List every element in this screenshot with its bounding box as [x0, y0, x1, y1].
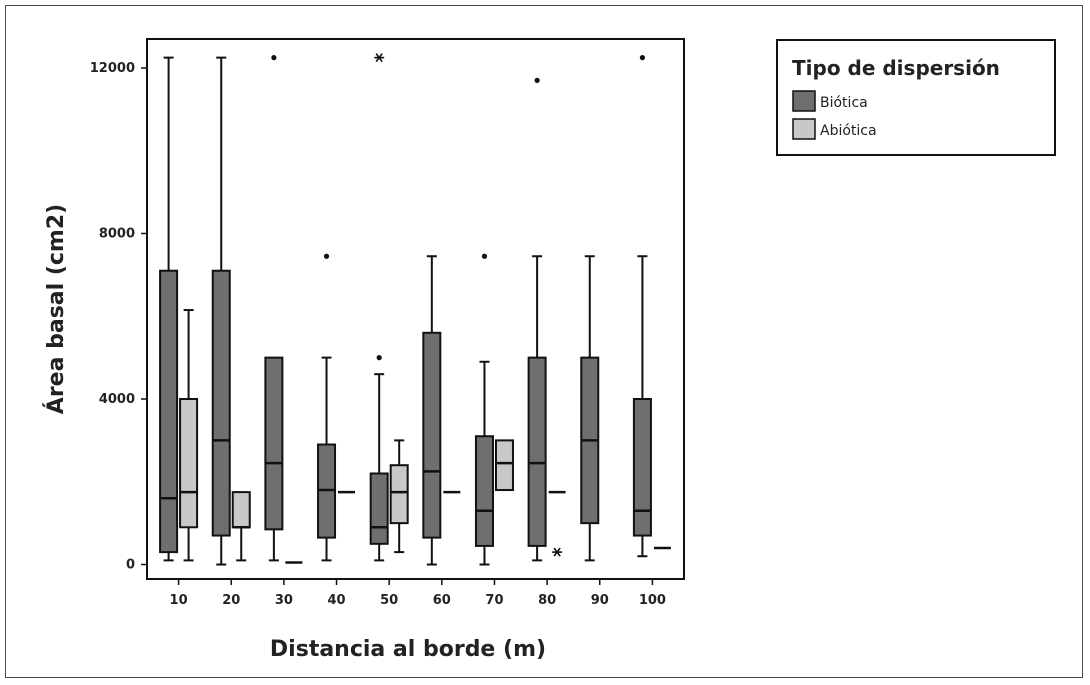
x-axis-title: Distancia al borde (m) — [270, 637, 546, 662]
x-tick-label: 80 — [538, 593, 556, 608]
legend: Tipo de dispersión Biótica Abiótica — [776, 39, 1056, 156]
box-abiotica — [494, 439, 514, 492]
box-biotica — [264, 356, 284, 531]
x-tick-label: 30 — [275, 593, 293, 608]
x-tick-label: 20 — [222, 593, 240, 608]
x-tick-label: 100 — [639, 593, 666, 608]
boxes — [159, 53, 671, 566]
outlier-point-biotica — [271, 55, 277, 61]
box-abiotica — [231, 491, 251, 529]
asterisk-stroke — [375, 53, 383, 63]
outlier-point-biotica — [639, 55, 646, 61]
outlier-point-biotica — [534, 77, 540, 83]
box-biotica — [159, 269, 179, 554]
y-tick-label: 0 — [126, 558, 135, 573]
x-tick-label: 70 — [485, 593, 503, 608]
x-tick-label: 50 — [380, 593, 398, 608]
outlier-point-biotica — [481, 253, 488, 259]
x-tick-label: 60 — [433, 593, 451, 608]
box-biotica — [527, 356, 547, 547]
legend-frame — [776, 39, 1056, 156]
y-tick-label: 8000 — [99, 226, 135, 241]
outlier-point-biotica — [323, 253, 330, 259]
box-biotica — [422, 331, 442, 539]
y-tick-label: 4000 — [99, 392, 135, 407]
figure-frame: 0 4000 8000 12000 10 20 30 40 50 60 70 80 90 100 Dis… — [5, 5, 1083, 678]
x-tick-label: 10 — [170, 593, 188, 608]
legend-label-biotica: Biótica — [820, 95, 868, 111]
box-biotica — [632, 398, 652, 537]
extreme-point-abiotica — [552, 547, 563, 557]
legend-swatch-biotica — [792, 90, 816, 112]
y-axis-title: Área basal (cm2) — [43, 204, 69, 414]
box-biotica — [211, 269, 231, 537]
extreme-point-biotica — [374, 53, 385, 63]
x-tick-label: 40 — [327, 593, 345, 608]
x-tick-label: 90 — [591, 593, 609, 608]
box-biotica — [474, 435, 494, 547]
asterisk-stroke — [553, 547, 561, 557]
box-biotica — [369, 472, 389, 545]
box-abiotica — [389, 464, 409, 525]
y-tick-label: 12000 — [90, 61, 135, 76]
legend-swatch-abiotica — [792, 118, 816, 140]
y-ticks: 0 4000 8000 12000 — [90, 61, 147, 573]
legend-title: Tipo de dispersión — [792, 56, 1000, 80]
x-ticks: 10 20 30 40 50 60 70 80 90 100 — [170, 579, 666, 608]
legend-label-abiotica: Abiótica — [820, 123, 877, 139]
boxplot-chart: 0 4000 8000 12000 10 20 30 40 50 60 70 80 90 100 Dis… — [43, 38, 1056, 662]
box-abiotica — [179, 398, 199, 529]
outlier-point-biotica — [376, 355, 382, 361]
